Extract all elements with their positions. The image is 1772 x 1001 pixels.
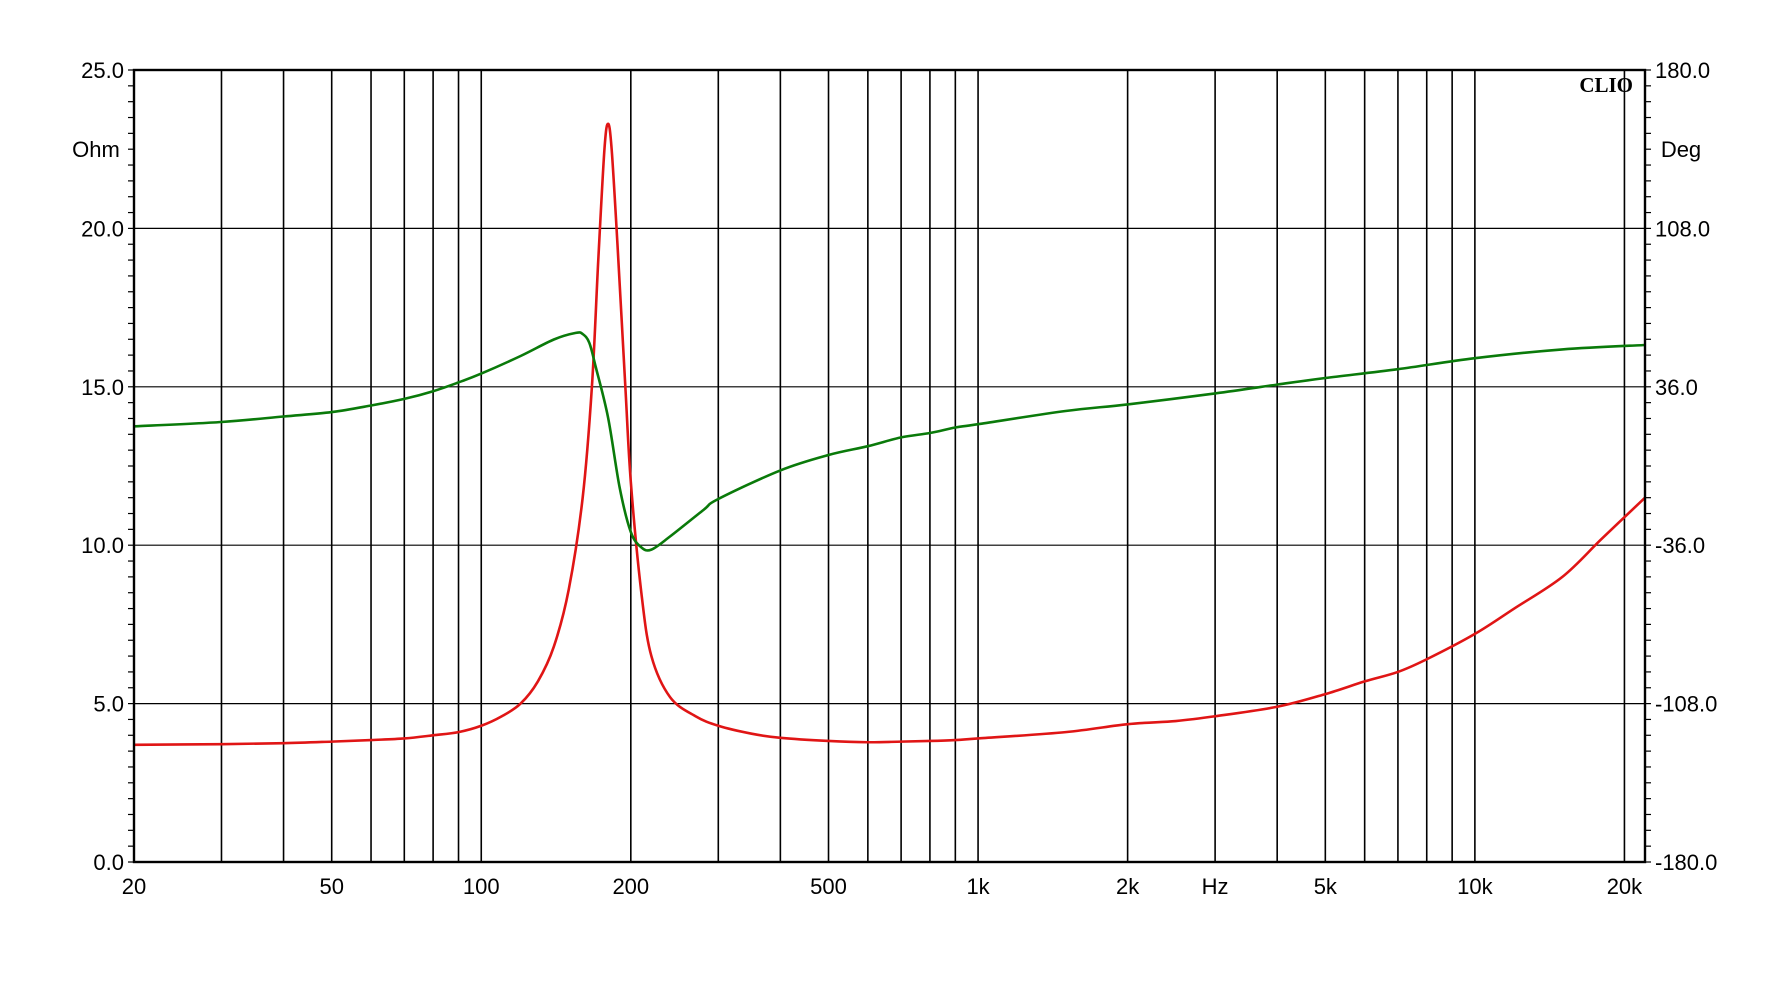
- x-tick-label: 200: [612, 874, 649, 899]
- left-y-tick-label: 5.0: [93, 692, 124, 717]
- right-y-tick-label: 180.0: [1655, 58, 1710, 83]
- x-tick-label: 50: [319, 874, 343, 899]
- brand-label: CLIO: [1579, 73, 1633, 97]
- x-tick-label: 1k: [966, 874, 990, 899]
- left-y-tick-label: 15.0: [81, 375, 124, 400]
- x-tick-label: 20: [122, 874, 146, 899]
- left-axis-unit: Ohm: [72, 137, 120, 162]
- right-y-tick-label: 36.0: [1655, 375, 1698, 400]
- series-layer: [133, 122, 1646, 747]
- x-tick-label: 2k: [1116, 874, 1140, 899]
- left-y-tick-label: 0.0: [93, 850, 124, 875]
- right-y-tick-label: 108.0: [1655, 216, 1710, 241]
- x-tick-label: 100: [463, 874, 500, 899]
- phase-series-line: [133, 331, 1646, 552]
- x-axis-unit: Hz: [1202, 874, 1229, 899]
- left-y-tick-label: 20.0: [81, 216, 124, 241]
- left-y-tick-label: 25.0: [81, 58, 124, 83]
- x-tick-label: 10k: [1457, 874, 1493, 899]
- right-y-tick-label: -36.0: [1655, 533, 1705, 558]
- axis-labels: 20 50 100 200 500 1k 2k 5k 10k 20k 0.0 5.0 10.0 15.0 2…: [81, 58, 1717, 899]
- impedance-series-line: [133, 122, 1646, 747]
- right-y-tick-label: -108.0: [1655, 692, 1717, 717]
- right-axis-unit: Deg: [1661, 137, 1701, 162]
- x-tick-label: 5k: [1314, 874, 1338, 899]
- left-y-tick-label: 10.0: [81, 533, 124, 558]
- plot-frame: [132, 68, 1647, 864]
- x-tick-label: 500: [810, 874, 847, 899]
- x-tick-label: 20k: [1607, 874, 1643, 899]
- right-y-tick-label: -180.0: [1655, 850, 1717, 875]
